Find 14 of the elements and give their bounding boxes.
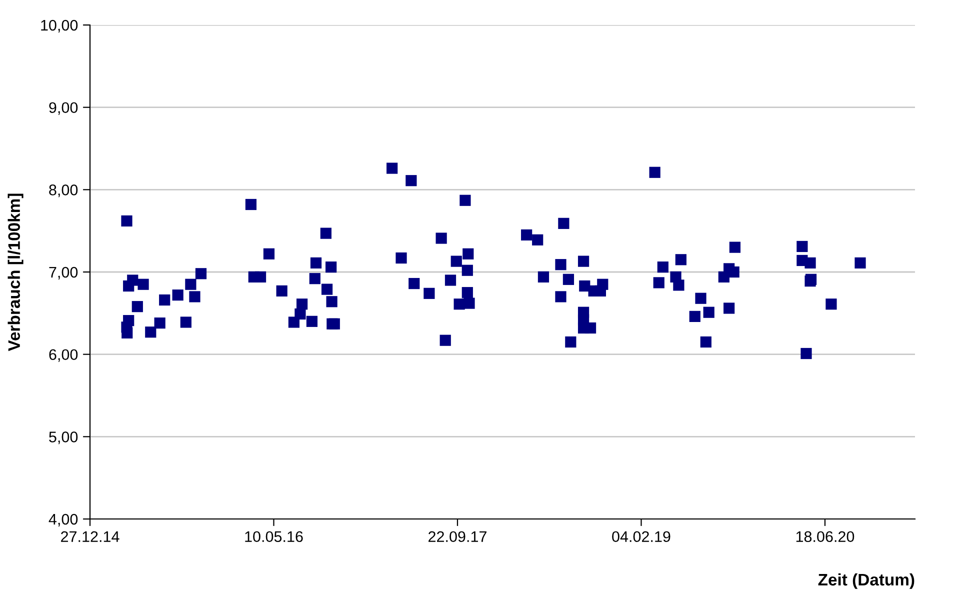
- y-tick-label: 7,00: [49, 266, 78, 280]
- x-tick-label: 10.05.16: [245, 531, 303, 542]
- x-tick-label: 18.06.20: [796, 531, 854, 542]
- y-tick-label: 5,00: [49, 432, 78, 444]
- x-tick-label: 04.02.19: [612, 531, 670, 542]
- y-tick-label: 6,00: [49, 349, 78, 362]
- y-tick-label: 10,00: [41, 20, 78, 32]
- x-tick-label: 22.09.17: [428, 531, 486, 542]
- y-tick-label: 9,00: [49, 102, 78, 115]
- y-tick-label: 4,00: [48, 514, 78, 526]
- y-axis-title: Verbrauch [l/100km]: [8, 194, 24, 352]
- y-tick-label: 8,00: [49, 184, 78, 198]
- x-axis-title: Zeit (Datum): [818, 573, 914, 589]
- x-tick-label: 27.12.14: [61, 531, 120, 542]
